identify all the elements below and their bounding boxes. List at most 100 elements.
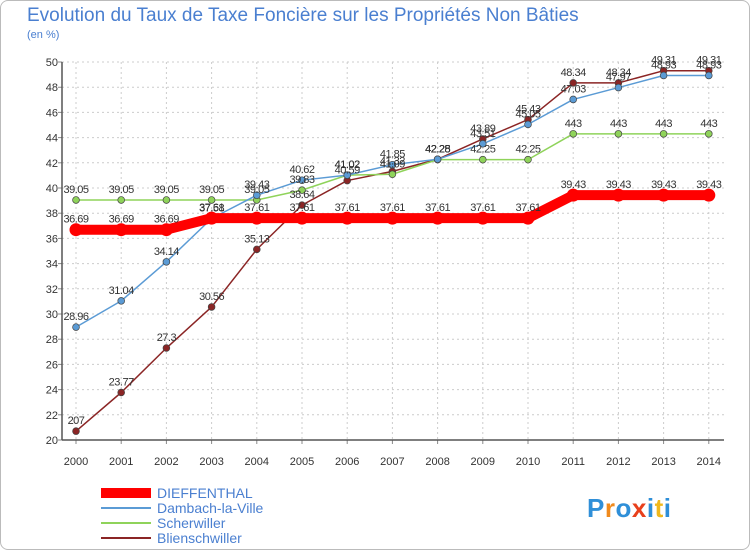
data-point [298, 176, 306, 184]
data-label: 41.09 [380, 158, 405, 170]
data-label: 35.13 [244, 233, 269, 245]
data-point [117, 388, 125, 397]
data-label: 38.64 [289, 189, 314, 201]
chart-title: Evolution du Taux de Taxe Foncière sur l… [27, 5, 579, 26]
data-point [69, 223, 83, 237]
legend-label: Dambach-la-Ville [157, 500, 264, 516]
data-label: 39.43 [244, 179, 269, 191]
y-tick-label: 40 [46, 183, 58, 195]
data-point [72, 323, 80, 331]
data-point [431, 211, 445, 225]
data-point [702, 188, 716, 202]
data-point [614, 83, 623, 92]
data-label: 41.85 [380, 149, 405, 161]
data-label: 443 [700, 118, 717, 130]
x-tick-label: 2004 [245, 456, 269, 468]
data-label: 47.03 [561, 83, 586, 95]
data-label: 37.58 [199, 202, 224, 214]
x-tick-label: 2000 [64, 456, 88, 468]
data-point [298, 186, 306, 194]
data-point [657, 188, 671, 202]
data-point [117, 297, 125, 305]
x-tick-label: 2006 [335, 456, 359, 468]
x-tick-label: 2009 [471, 456, 495, 468]
x-tick-label: 2002 [154, 456, 178, 468]
data-label: 34.14 [154, 246, 179, 258]
data-label: 39.43 [696, 179, 721, 191]
data-point [569, 79, 577, 87]
data-label: 443 [655, 118, 672, 130]
data-label: 37.61 [289, 202, 314, 214]
data-point [385, 211, 399, 225]
data-label: 31.04 [109, 285, 134, 297]
x-tick-label: 2012 [606, 456, 630, 468]
data-label: 37.61 [470, 202, 495, 214]
data-point [117, 196, 125, 204]
data-label: 39.05 [154, 184, 179, 196]
data-point [205, 211, 219, 225]
y-tick-label: 28 [46, 334, 58, 346]
y-tick-label: 22 [46, 410, 58, 422]
x-tick-label: 2007 [380, 456, 404, 468]
data-point [569, 130, 577, 138]
data-point [340, 211, 354, 225]
data-label: 39.05 [199, 184, 224, 196]
data-point [659, 71, 668, 80]
x-tick-label: 2010 [516, 456, 540, 468]
data-label: 47.97 [606, 72, 631, 84]
data-point [479, 155, 487, 164]
data-point [611, 188, 625, 202]
data-label: 42.25 [425, 144, 450, 156]
x-tick-label: 2011 [561, 456, 585, 468]
data-point [433, 155, 442, 164]
data-label: 43.89 [470, 123, 495, 135]
data-label: 41.32 [380, 155, 405, 167]
data-point [524, 155, 532, 164]
data-point [569, 95, 577, 104]
y-tick-label: 32 [46, 284, 58, 296]
data-point [162, 196, 171, 204]
y-tick-label: 44 [46, 133, 58, 145]
data-point [521, 211, 535, 225]
data-point [659, 130, 668, 138]
data-label: 42.25 [515, 144, 540, 156]
data-label: 41.02 [335, 159, 360, 171]
data-point [479, 140, 487, 148]
data-point [72, 427, 80, 435]
data-label: 37.61 [380, 202, 405, 214]
data-label: 28.96 [63, 311, 88, 323]
data-label: 49.31 [696, 55, 721, 67]
y-tick-label: 20 [46, 435, 58, 447]
data-point [705, 71, 713, 80]
data-label: 207 [68, 415, 85, 427]
data-label: 443 [565, 118, 582, 130]
y-axis-unit: (en %) [27, 29, 60, 41]
y-tick-label: 48 [46, 82, 58, 94]
data-label: 42.28 [425, 143, 450, 155]
proxiti-logo: Proxiti [587, 493, 672, 523]
data-point [250, 211, 264, 225]
data-label: 45.43 [515, 104, 540, 116]
data-label: 39.43 [561, 179, 586, 191]
x-tick-label: 2001 [109, 456, 133, 468]
data-label: 48.34 [606, 67, 631, 79]
data-point [705, 130, 713, 138]
data-label: 39.43 [651, 179, 676, 191]
y-tick-label: 38 [46, 208, 58, 220]
data-point [566, 188, 580, 202]
data-label: 40.62 [289, 164, 314, 176]
data-label: 36.69 [109, 214, 134, 226]
data-point [614, 130, 623, 138]
plot-area [62, 62, 724, 440]
data-point [114, 223, 128, 237]
y-tick-label: 36 [46, 233, 58, 245]
data-label: 37.61 [515, 202, 540, 214]
data-label: 37.61 [244, 202, 269, 214]
data-label: 39.05 [63, 184, 88, 196]
y-tick-label: 24 [46, 385, 58, 397]
data-label: 48.34 [561, 67, 586, 79]
data-point [388, 160, 397, 169]
data-point [253, 245, 261, 254]
data-label: 43.51 [470, 128, 495, 140]
data-point [298, 201, 306, 209]
